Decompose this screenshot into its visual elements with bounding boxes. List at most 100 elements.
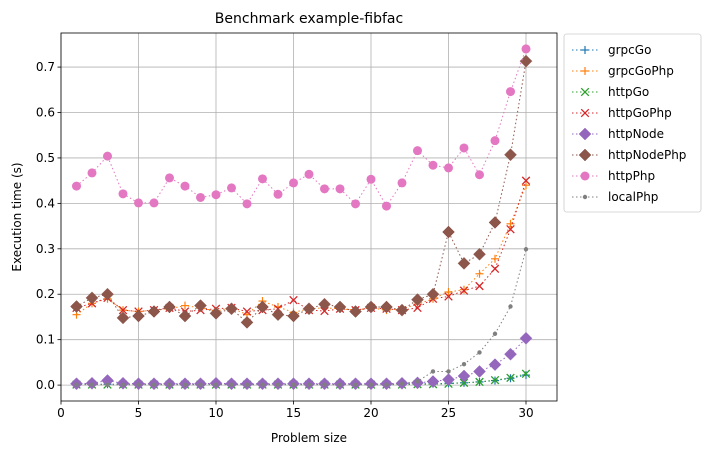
- data-point-httpPhp: [459, 143, 469, 153]
- legend-label: httpNode: [608, 127, 664, 141]
- legend-label: httpGo: [608, 85, 649, 99]
- data-point-localPhp: [151, 382, 157, 387]
- data-point-httpNodePhp: [287, 309, 300, 323]
- data-point-httpNodePhp: [85, 291, 99, 305]
- data-point-httpNodePhp: [225, 302, 238, 316]
- data-point-localPhp: [74, 382, 79, 387]
- legend-item-httpNode: httpNode: [572, 127, 664, 141]
- data-point-httpNode: [442, 373, 455, 387]
- data-point-httpNodePhp: [318, 297, 331, 311]
- data-point-grpcGoPhp: [475, 269, 484, 278]
- data-point-localPhp: [291, 382, 296, 387]
- data-point-httpPhp: [103, 151, 112, 161]
- data-point-localPhp: [384, 382, 389, 387]
- data-point-httpGoPhp: [413, 303, 422, 313]
- data-point-grpcGoPhp: [522, 181, 530, 190]
- data-point-httpNodePhp: [473, 247, 486, 261]
- data-point-httpNodePhp: [364, 300, 378, 314]
- data-point-httpGo: [475, 377, 484, 387]
- y-tick-label: 0.1: [36, 333, 55, 347]
- data-point-httpGo: [521, 369, 531, 379]
- series-line-localPhp: [76, 249, 527, 386]
- legend-item-httpGo: httpGo: [572, 85, 649, 99]
- data-point-grpcGoPhp: [444, 287, 453, 296]
- legend-label: httpGoPhp: [608, 106, 672, 120]
- data-point-httpGoPhp: [242, 307, 252, 316]
- data-point-httpNodePhp: [240, 316, 254, 329]
- data-point-httpGo: [459, 378, 469, 388]
- legend-item-httpGoPhp: httpGoPhp: [572, 106, 672, 120]
- legend-label: localPhp: [608, 190, 658, 204]
- data-point-localPhp: [461, 362, 467, 367]
- data-point-localPhp: [337, 382, 343, 387]
- data-point-httpPhp: [134, 198, 143, 208]
- series-line-httpGoPhp: [76, 180, 527, 313]
- legend-item-httpPhp: httpPhp: [572, 169, 655, 183]
- data-point-localPhp: [182, 382, 188, 387]
- data-point-httpNodePhp: [395, 303, 409, 317]
- data-point-grpcGoPhp: [181, 301, 189, 310]
- data-point-httpGoPhp: [118, 305, 128, 315]
- data-point-httpNode: [473, 365, 486, 378]
- legend-item-localPhp: localPhp: [572, 190, 658, 204]
- legend-label: httpPhp: [608, 169, 655, 183]
- data-point-httpPhp: [351, 199, 360, 209]
- data-point-httpNodePhp: [442, 225, 455, 239]
- data-point-httpPhp: [490, 136, 500, 146]
- data-point-httpNodePhp: [426, 287, 440, 301]
- x-tick-label: 0: [57, 406, 65, 420]
- x-tick-label: 10: [208, 406, 223, 420]
- data-point-httpNodePhp: [101, 287, 114, 301]
- data-point-httpNodePhp: [209, 306, 223, 320]
- data-point-httpPhp: [289, 178, 298, 188]
- data-point-httpNodePhp: [488, 216, 502, 229]
- data-point-httpPhp: [118, 189, 128, 199]
- series-line-httpNodePhp: [76, 61, 527, 324]
- data-point-httpNodePhp: [457, 256, 471, 270]
- data-point-httpPhp: [149, 198, 159, 208]
- data-point-httpGoPhp: [289, 295, 298, 305]
- series-localPhp: [74, 247, 529, 387]
- data-point-httpGo: [490, 375, 500, 385]
- data-point-httpPhp: [227, 183, 236, 193]
- data-point-httpPhp: [428, 160, 438, 170]
- legend-marker: [580, 87, 590, 97]
- series-line-grpcGoPhp: [76, 185, 527, 316]
- x-tick-label: 5: [135, 406, 143, 420]
- legend-marker: [578, 148, 592, 162]
- data-point-httpNodePhp: [519, 54, 533, 68]
- data-point-localPhp: [446, 369, 451, 374]
- data-point-localPhp: [368, 382, 374, 387]
- chart-title: Benchmark example-fibfac: [215, 11, 403, 27]
- data-point-localPhp: [399, 381, 405, 386]
- data-point-localPhp: [120, 382, 126, 387]
- data-point-localPhp: [213, 382, 219, 387]
- data-point-grpcGoPhp: [491, 254, 499, 263]
- data-point-httpPhp: [335, 184, 345, 194]
- data-point-grpcGo: [522, 371, 530, 380]
- data-point-httpPhp: [444, 163, 453, 173]
- data-point-httpNodePhp: [380, 300, 393, 314]
- data-point-localPhp: [89, 382, 95, 387]
- data-point-localPhp: [244, 382, 250, 387]
- data-point-httpPhp: [258, 174, 267, 184]
- data-point-httpNodePhp: [302, 302, 316, 316]
- data-point-httpPhp: [397, 178, 407, 188]
- data-point-localPhp: [523, 247, 529, 252]
- y-tick-label: 0.6: [36, 106, 55, 120]
- data-point-localPhp: [306, 382, 312, 387]
- data-point-httpPhp: [273, 189, 283, 199]
- data-point-httpPhp: [304, 169, 314, 179]
- data-point-httpPhp: [72, 181, 81, 191]
- legend-item-httpNodePhp: httpNodePhp: [572, 148, 686, 162]
- data-point-httpNodePhp: [271, 308, 285, 322]
- legend-item-grpcGoPhp: grpcGoPhp: [572, 64, 674, 78]
- legend-marker: [580, 108, 590, 118]
- x-tick-label: 30: [518, 406, 533, 420]
- data-point-httpGoPhp: [490, 264, 500, 274]
- data-point-localPhp: [136, 382, 141, 387]
- data-point-httpPhp: [413, 146, 422, 156]
- data-point-httpNodePhp: [178, 309, 192, 323]
- legend-marker: [578, 127, 592, 141]
